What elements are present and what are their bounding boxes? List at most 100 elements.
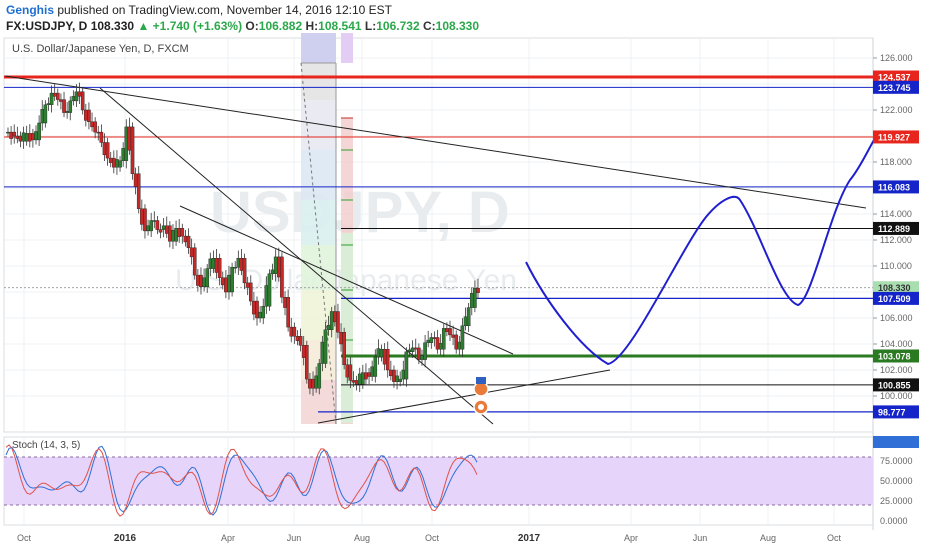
candle-body (398, 378, 402, 382)
candle-body (401, 369, 406, 380)
author-link[interactable]: Genghis (6, 3, 55, 17)
candle-body (410, 347, 415, 352)
candle-body (227, 274, 231, 293)
candle-body (71, 96, 76, 102)
candle-body (466, 307, 471, 327)
candle-body (311, 378, 315, 389)
candle-body (308, 378, 312, 389)
candle-body (6, 131, 10, 134)
candle-body (34, 131, 38, 141)
publish-info: published on TradingView.com, November 1… (57, 3, 393, 17)
candle-body (174, 228, 178, 242)
candle-body (143, 208, 147, 232)
price-tick-label: 100.000 (880, 391, 913, 401)
candle-body (357, 373, 362, 385)
price-tick-label: 102.000 (880, 365, 913, 375)
flag-icon (476, 377, 486, 384)
price-tag-bg (873, 291, 919, 305)
time-tick-label: Aug (760, 533, 776, 543)
candle-body (102, 142, 107, 156)
candle-body (323, 329, 328, 364)
candle-body (77, 91, 82, 97)
candle-body (283, 297, 287, 308)
watermark-symbol: USDJPY, D (210, 180, 510, 245)
candle-body (476, 287, 480, 293)
last-price: 108.330 (90, 19, 135, 33)
time-tick-label: Jun (693, 533, 708, 543)
candle-body (68, 100, 73, 113)
candle-body (457, 341, 462, 350)
candle-body (43, 104, 48, 124)
candle-body (336, 311, 340, 333)
candle-body (59, 99, 63, 102)
stoch-band (4, 457, 873, 505)
candle-body (326, 324, 331, 330)
candle-body (12, 131, 17, 137)
candle-body (15, 135, 20, 139)
candle-body (407, 349, 412, 353)
price-tick-label: 110.000 (880, 261, 912, 271)
candle-body (155, 220, 160, 230)
price-tag-label: 107.509 (878, 294, 911, 304)
candle-body (196, 274, 200, 286)
candle-body (267, 273, 272, 307)
fib-band (301, 150, 336, 200)
candle-body (164, 225, 169, 234)
candle-body (18, 135, 23, 142)
stoch-label: Stoch (14, 3, 5) (12, 440, 80, 451)
candle-body (96, 131, 101, 134)
candle-body (133, 173, 138, 187)
candle-body (199, 274, 203, 288)
price-tick-label: 122.000 (880, 105, 913, 115)
time-tick-label: Oct (17, 533, 32, 543)
price-tag-label: 119.927 (878, 132, 910, 142)
candle-body (432, 337, 437, 339)
candle-body (314, 375, 318, 389)
candle-body (463, 316, 468, 327)
chart-header: Genghis published on TradingView.com, No… (0, 0, 932, 36)
candle-body (152, 220, 157, 222)
quote-line: FX:USDJPY, D 108.330 ▲ +1.740 (+1.63%) O… (6, 19, 479, 33)
stoch-tick-label: 75.0000 (880, 456, 913, 466)
close-value: 108.330 (435, 19, 480, 33)
open-label: O: (245, 19, 259, 33)
candle-body (127, 126, 132, 151)
price-tick-label: 114.000 (880, 209, 912, 219)
change-value: +1.740 (+1.63%) (152, 19, 243, 33)
open-value: 106.882 (258, 19, 303, 33)
candle-body (426, 339, 430, 343)
candle-body (305, 345, 309, 380)
candle-body (389, 369, 393, 377)
candle-body (255, 300, 259, 319)
candle-body (435, 337, 440, 350)
candle-body (264, 285, 269, 307)
time-tick-label: Aug (354, 533, 370, 543)
fib-band (301, 63, 336, 100)
trend-line (4, 75, 867, 209)
stoch-d-line (5, 444, 478, 517)
candle-body (417, 347, 421, 360)
candle-body (31, 133, 35, 141)
candle-body (105, 142, 110, 159)
time-axis[interactable]: Oct 2016 Apr Jun Aug Oct 2017 Apr Jun Aug Oct (17, 533, 842, 544)
candle-body (24, 133, 29, 142)
candle-body (21, 132, 26, 142)
candle-body (158, 229, 163, 233)
candle-body (361, 372, 365, 385)
trend-lines (4, 75, 867, 425)
candle-body (286, 297, 290, 328)
candle-body (438, 343, 443, 350)
candle-body (289, 326, 294, 337)
candle-body (211, 258, 216, 269)
candle-body (140, 208, 144, 225)
candle-body (115, 159, 119, 168)
price-tick-label: 104.000 (880, 339, 913, 349)
event-icon-dot (478, 404, 484, 410)
price-tag-bg (873, 405, 919, 419)
event-icons[interactable] (473, 377, 489, 415)
candle-body (186, 235, 191, 249)
candle-body (84, 109, 88, 121)
candle-body (49, 92, 54, 105)
candle-body (74, 91, 79, 102)
